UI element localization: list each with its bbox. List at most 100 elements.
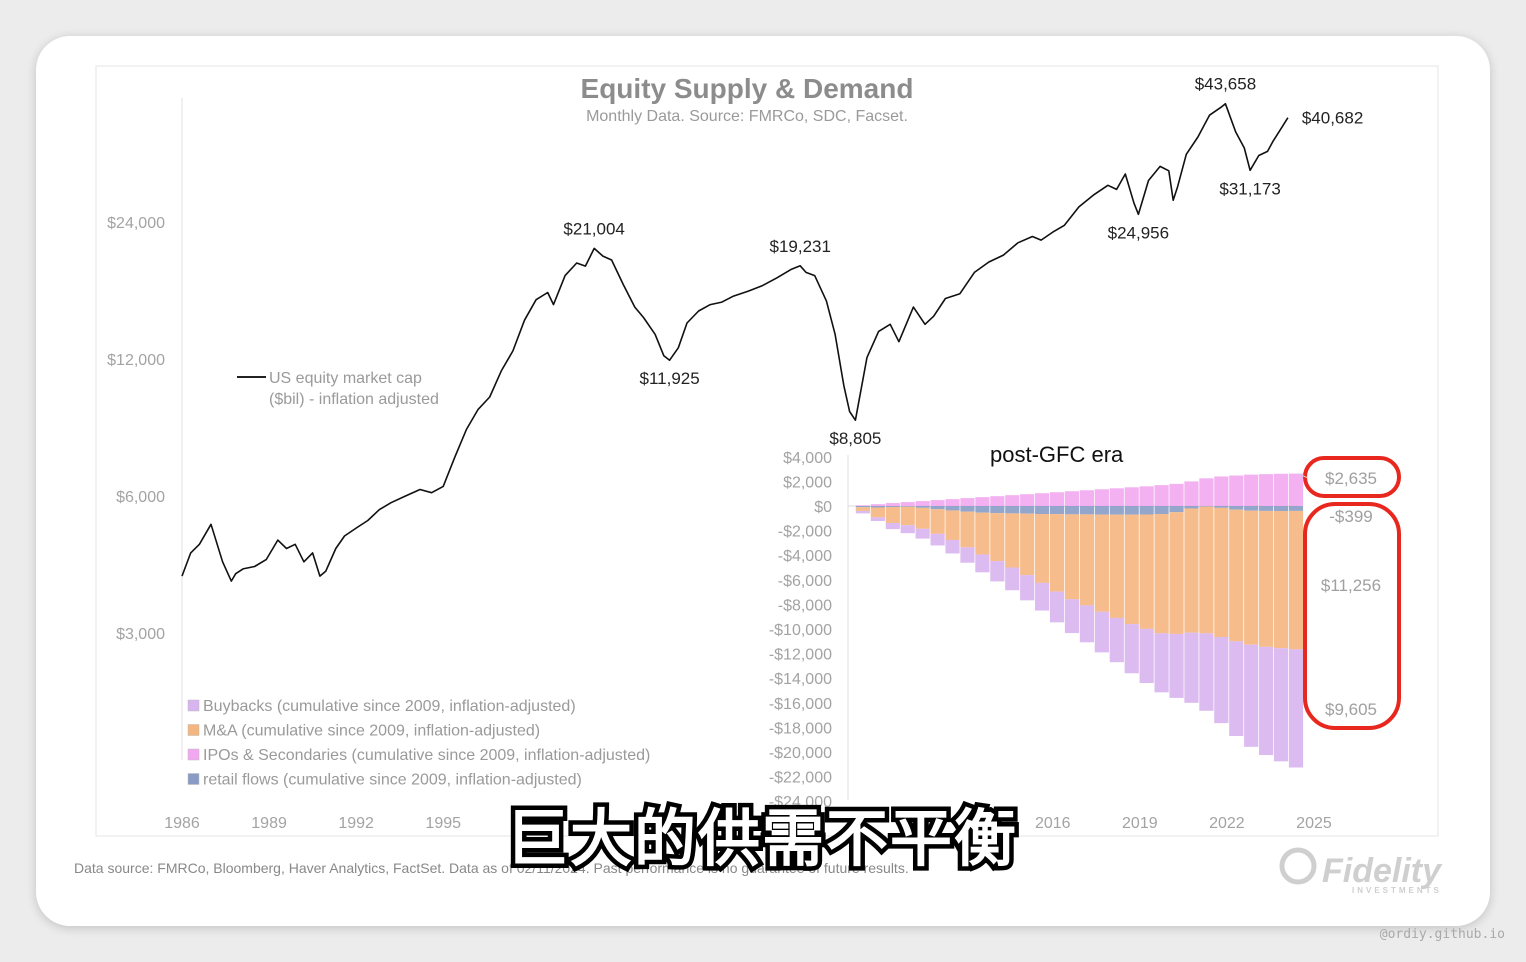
main-x-tick-label: 2025 [1296,815,1332,832]
inset-bar-segment [1229,510,1243,642]
inset-bar-segment [856,506,870,507]
inset-bar-segment [886,506,900,507]
inset-bar-segment [901,502,915,506]
inset-bar-segment [916,501,930,506]
inset-bar-segment [1274,511,1288,648]
main-y-tick-label: $3,000 [116,626,165,643]
inset-bar-segment [871,517,885,521]
inset-end-label: $11,256 [1321,576,1381,595]
inset-bar-segment [1035,583,1049,611]
inset-end-label: $9,605 [1325,700,1377,719]
inset-bar-segment [886,503,900,506]
inset-bar-segment [1184,508,1198,632]
inset-bar-segment [1214,508,1228,637]
fidelity-logo-text: Fidelity [1322,852,1443,890]
main-x-tick-label: 1995 [425,815,461,832]
inset-bar-segment [1125,506,1139,515]
inset-bar-segment [1274,648,1288,761]
inset-bar-segment [1020,506,1034,514]
inset-bar-segment [1169,484,1183,506]
watermark: @ordiy.github.io [1380,927,1505,942]
main-legend-line2: ($bil) - inflation adjusted [269,391,439,408]
inset-bar-segment [871,504,885,506]
inset-y-tick-label: -$16,000 [769,696,832,713]
inset-bar-segment [945,540,959,554]
inset-bar-segment [1184,506,1198,508]
inset-bar-segment [856,511,870,513]
inset-bar-segment [1020,514,1034,576]
inset-bar-segment [1110,618,1124,662]
main-x-tick-label: 1986 [164,815,200,832]
inset-bar-segment [1125,487,1139,506]
inset-bar-segment [871,506,885,507]
video-caption: 巨大的供需不平衡 [506,802,1018,875]
inset-bar-segment [1214,476,1228,506]
bottom-legend-label: IPOs & Secondaries (cumulative since 200… [203,747,650,764]
bottom-legend-swatch [188,725,199,736]
inset-bar-segment [1169,634,1183,698]
inset-bar-segment [1080,506,1094,514]
inset-bar-segment [1095,515,1109,612]
inset-bar-segment [1110,488,1124,506]
inset-bar-segment [1155,485,1169,506]
fidelity-logo: Fidelity INVESTMENTS [1282,850,1443,895]
inset-bar-segment [1020,494,1034,506]
inset-bar-segment [1140,514,1154,628]
inset-bar-segment [856,505,870,506]
inset-bar-segment [990,496,1004,506]
inset-bar-segment [1065,491,1079,506]
main-legend-line1: US equity market cap [269,370,422,387]
inset-bar-segment [1065,599,1079,633]
inset-title: post-GFC era [990,442,1124,467]
inset-y-tick-label: -$2,000 [778,524,832,541]
inset-bar-segment [1050,514,1064,591]
inset-bar-segment [975,513,989,555]
inset-bar-segment [1184,633,1198,703]
inset-bar-segment [1050,506,1064,514]
inset-bar-segment [1259,511,1273,647]
inset-y-tick-label: -$10,000 [769,622,832,639]
bottom-legend-label: retail flows (cumulative since 2009, inf… [203,772,582,789]
inset-bar-segment [1125,624,1139,673]
inset-bar-segment [1229,506,1243,510]
inset-y-tick-label: -$20,000 [769,745,832,762]
inset-bar-segment [1095,612,1109,653]
inset-bar-segment [1050,492,1064,506]
inset-bar-segment [856,507,870,511]
inset-bar-segment [1229,475,1243,506]
inset-bar-segment [1005,568,1019,591]
inset-y-tick-label: -$22,000 [769,770,832,787]
bottom-legend-swatch [188,700,199,711]
inset-y-tick-label: $2,000 [783,474,832,491]
inset-bar-segment [1274,474,1288,506]
inset-bar-segment [960,547,974,562]
inset-bar-segment [931,534,945,546]
inset-bar-segment [931,500,945,506]
bottom-legend-swatch [188,774,199,785]
bottom-legend-swatch [188,749,199,760]
main-x-tick-label: 2022 [1209,815,1245,832]
inset-end-label: $2,635 [1325,469,1377,488]
inset-bar-segment [1229,641,1243,736]
inset-bar-segment [1035,514,1049,583]
inset-bar-segment [1065,514,1079,599]
inset-bar-segment [1289,511,1303,649]
inset-y-tick-label: -$8,000 [778,597,832,614]
inset-bar-segment [1005,506,1019,513]
inset-bar-segment [1035,493,1049,506]
inset-bar-segment [1274,506,1288,511]
inset-bar-segment [1214,506,1228,508]
inset-y-tick-label: -$18,000 [769,720,832,737]
main-x-tick-label: 1992 [338,815,374,832]
main-x-tick-label: 2019 [1122,815,1158,832]
inset-bar-segment [945,499,959,506]
inset-bar-segment [1125,515,1139,624]
inset-bar-segment [1199,478,1213,506]
inset-bar-segment [916,529,930,539]
inset-bar-segment [886,507,900,523]
inset-bar-segment [901,525,915,533]
chart-title: Equity Supply & Demand [581,73,914,104]
fidelity-logo-mark [1282,850,1314,882]
inset-y-tick-label: -$14,000 [769,671,832,688]
inset-end-label: -$399 [1329,507,1372,526]
